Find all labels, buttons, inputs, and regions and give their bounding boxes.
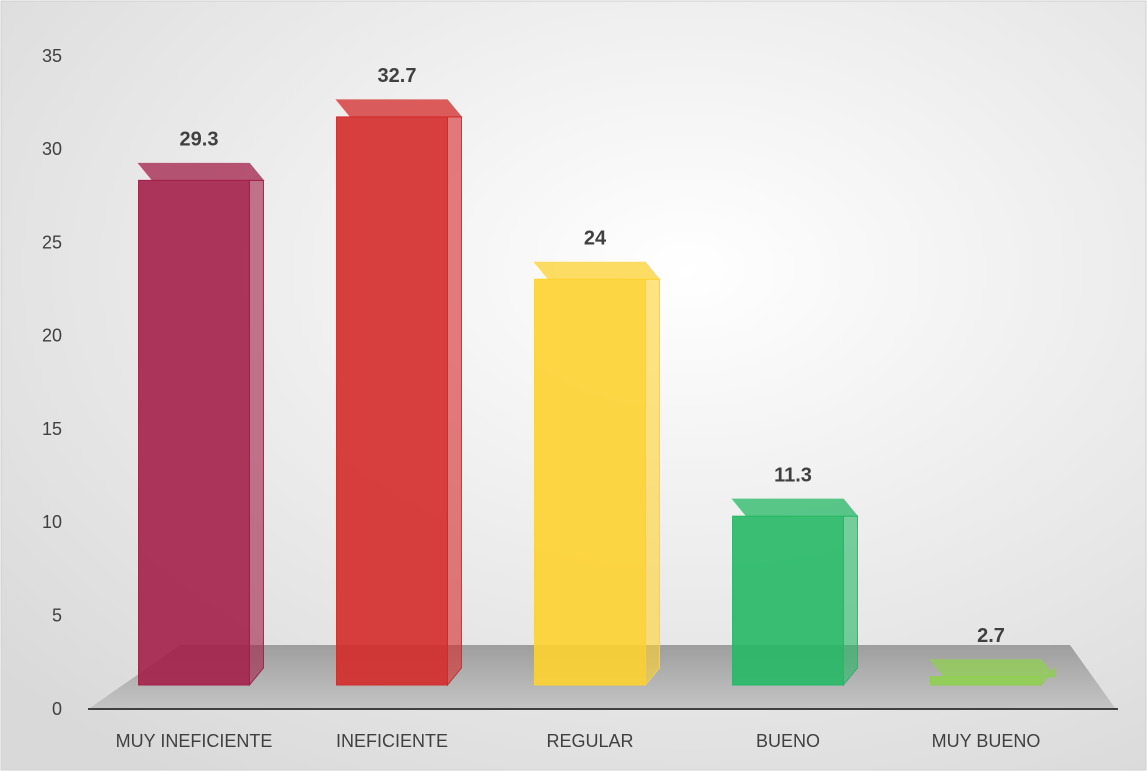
bar	[138, 179, 250, 686]
bar-top	[929, 659, 1057, 678]
x-tick-label: MUY INEFICIENTE	[116, 731, 273, 751]
bar-top	[731, 498, 859, 517]
x-tick-label: REGULAR	[546, 731, 633, 751]
bar-side	[644, 278, 660, 687]
bar	[534, 278, 646, 686]
bar-top	[533, 261, 661, 280]
value-label: 32.7	[378, 65, 417, 87]
bar-top	[137, 162, 265, 181]
x-tick-label: BUENO	[756, 731, 820, 751]
y-tick-label: 5	[52, 605, 62, 625]
y-tick-label: 15	[42, 419, 62, 439]
y-tick-label: 35	[42, 46, 62, 66]
bar-side	[446, 116, 462, 687]
y-tick-label: 0	[52, 699, 62, 719]
bar-side	[842, 515, 858, 687]
value-label: 2.7	[977, 625, 1005, 647]
bar	[336, 116, 448, 686]
y-tick-label: 10	[42, 512, 62, 532]
bar-top	[335, 99, 463, 118]
bar	[930, 676, 1042, 686]
x-tick-label: MUY BUENO	[932, 731, 1041, 751]
value-label: 11.3	[774, 464, 812, 486]
bar	[732, 515, 844, 686]
x-tick-label: INEFICIENTE	[336, 731, 448, 751]
bar-side	[248, 179, 264, 687]
value-label: 29.3	[180, 129, 219, 151]
y-tick-label: 30	[42, 139, 62, 159]
y-tick-label: 25	[42, 232, 62, 252]
value-label: 24	[584, 228, 607, 250]
y-tick-label: 20	[42, 326, 62, 346]
